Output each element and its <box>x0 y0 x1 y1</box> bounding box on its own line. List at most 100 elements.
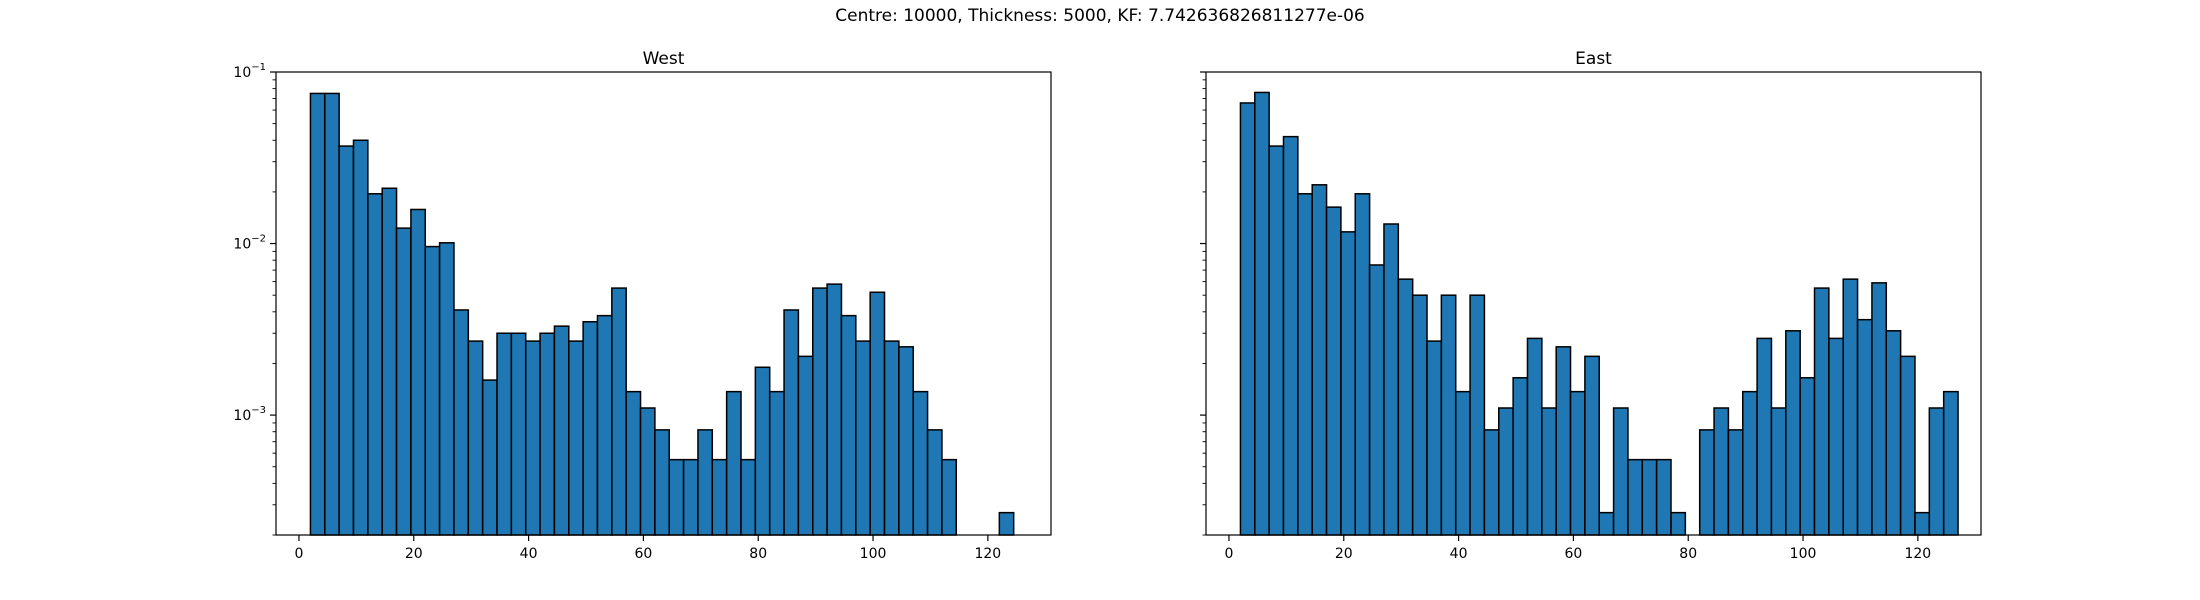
east-bar <box>1368 264 1385 536</box>
east-bar <box>1297 193 1313 536</box>
east-bar <box>1340 231 1357 536</box>
west-xtick-label: 80 <box>749 546 767 562</box>
west-bar <box>338 145 355 536</box>
west-bar <box>768 390 785 536</box>
east-bar <box>1555 346 1572 536</box>
east-bar <box>1655 458 1672 536</box>
west-bar <box>998 511 1015 536</box>
east-bar <box>1928 407 1945 536</box>
west-ytick-label: 10−3 <box>233 405 266 424</box>
east-bar <box>1727 429 1744 536</box>
west-xtick-label: 100 <box>860 546 887 562</box>
west-bar <box>797 355 814 536</box>
figure-title: Centre: 10000, Thickness: 5000, KF: 7.74… <box>835 6 1365 26</box>
east-bar <box>1885 330 1902 536</box>
west-bar <box>568 340 584 536</box>
east-bar <box>1899 355 1916 536</box>
west-panel: West 0 20 40 60 80 100 120 10−3 10−2 10−1 <box>233 49 1052 562</box>
east-xtick-label: 80 <box>1679 546 1697 562</box>
west-bar <box>510 332 527 536</box>
east-xtick-label: 40 <box>1450 546 1468 562</box>
west-bar <box>424 245 441 536</box>
west-bar <box>668 458 685 536</box>
west-bar <box>754 366 771 536</box>
east-bar <box>1842 278 1859 536</box>
west-bar <box>740 458 757 536</box>
east-bar <box>1541 407 1557 536</box>
east-bar <box>1627 458 1644 536</box>
east-bar <box>1584 355 1600 536</box>
east-bar <box>1282 135 1299 536</box>
west-bar <box>553 325 570 536</box>
east-bar <box>1325 206 1342 536</box>
west-bar <box>352 139 369 536</box>
east-bar <box>1856 318 1873 536</box>
west-bar <box>826 283 843 536</box>
west-bar <box>941 458 958 536</box>
west-bar <box>912 390 929 536</box>
east-axes-frame <box>1205 71 1982 536</box>
east-bar <box>1914 511 1931 536</box>
east-bar <box>1383 223 1400 536</box>
east-bar <box>1512 377 1529 536</box>
east-xtick-label: 120 <box>1904 546 1931 562</box>
east-xtick-label: 60 <box>1564 546 1582 562</box>
east-bar <box>1469 294 1486 536</box>
east-bar <box>1268 145 1285 536</box>
east-bar <box>1397 278 1414 536</box>
east-bar <box>1670 511 1687 536</box>
east-bar <box>1871 282 1888 536</box>
west-bar <box>840 314 857 536</box>
east-bar <box>1698 429 1715 536</box>
east-bar <box>1498 407 1514 536</box>
west-bar <box>324 92 340 536</box>
west-ytick-label: 10−1 <box>233 62 266 81</box>
west-xtick-label: 20 <box>405 546 423 562</box>
west-axes-frame <box>275 71 1052 536</box>
west-bar <box>855 340 871 536</box>
west-bar <box>883 340 900 536</box>
west-bar <box>697 429 714 536</box>
east-bar <box>1311 184 1328 536</box>
west-title: West <box>643 49 685 69</box>
west-bar <box>812 287 828 536</box>
east-bar <box>1713 407 1730 536</box>
west-bar <box>725 390 742 536</box>
west-bar <box>869 291 886 536</box>
west-bar <box>898 346 914 536</box>
west-xtick-label: 40 <box>520 546 538 562</box>
west-bar <box>926 429 943 536</box>
west-bar <box>367 193 383 536</box>
east-xtick-label: 20 <box>1335 546 1353 562</box>
west-xtick-label: 60 <box>634 546 652 562</box>
east-bar <box>1942 390 1959 536</box>
west-bar <box>539 332 556 536</box>
west-bar <box>524 340 541 536</box>
east-bar <box>1454 390 1471 536</box>
east-title: East <box>1575 49 1612 69</box>
west-bar <box>309 92 326 536</box>
east-xtick-label: 100 <box>1790 546 1817 562</box>
east-bar <box>1354 193 1371 536</box>
east-panel: East 0 20 40 60 80 100 120 <box>1200 49 1982 562</box>
west-xtick-label: 0 <box>295 546 304 562</box>
west-bar <box>381 187 398 536</box>
east-bar <box>1254 91 1270 536</box>
east-bar <box>1756 337 1773 536</box>
east-xtick-label: 0 <box>1225 546 1234 562</box>
west-bar <box>410 208 427 536</box>
east-bar <box>1598 511 1615 536</box>
west-bar <box>438 242 455 536</box>
west-xtick-label: 120 <box>974 546 1001 562</box>
east-bar <box>1641 458 1658 536</box>
east-bar <box>1785 330 1801 536</box>
east-bar <box>1526 337 1543 536</box>
east-bar <box>1770 407 1787 536</box>
east-bar <box>1426 340 1443 536</box>
east-bar <box>1483 429 1500 536</box>
west-bar <box>682 458 699 536</box>
west-bar <box>582 321 599 536</box>
west-bar <box>711 458 728 536</box>
east-bar <box>1742 390 1758 536</box>
